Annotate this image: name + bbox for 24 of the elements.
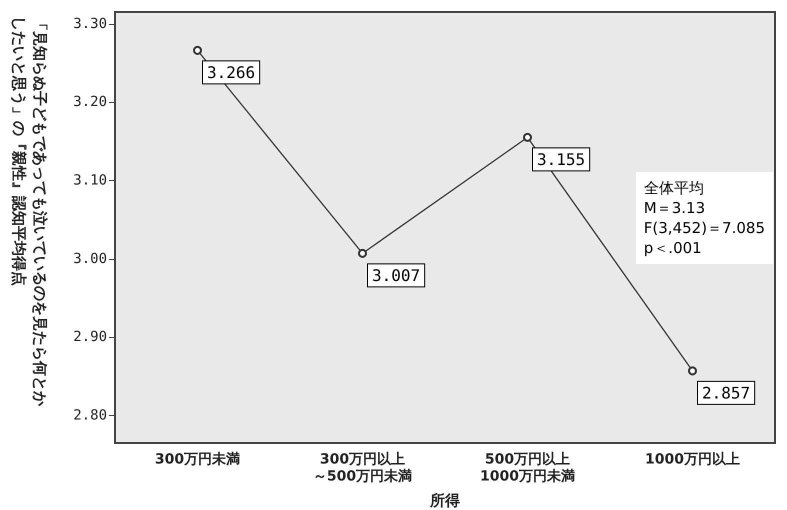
point [523,132,532,142]
y-tick-label: 3.00 [73,250,107,267]
annotation: 全体平均 [644,178,705,198]
annotation: F(3,452)＝7.085 [644,218,765,238]
x-tick-label: 300万円未満 [154,452,240,468]
x-tick-label: 500万円以上1000万円未満 [480,452,575,484]
data-label: 2.857 [702,383,750,402]
annotation: p＜.001 [644,238,703,258]
point [358,248,367,258]
annotation: M＝3.13 [644,198,706,218]
y-tick-label: 2.90 [73,329,107,346]
x-tick-label: 1000万円以上 [645,452,740,468]
y-tick-label: 3.20 [73,94,107,110]
point [193,46,202,55]
x-axis-title: 所得 [429,492,460,510]
point [688,366,697,376]
data-label: 3.155 [537,150,586,169]
data-label: 3.007 [372,266,420,285]
y-tick-label: 3.30 [73,16,107,32]
x-tick-label: 300万円以上～500万円未満 [312,452,412,484]
y-tick-label: 3.10 [73,172,107,188]
y-axis-title: 「見知らぬ子どもであっても泣いているのを見たら何とかしたいと思う」の『親性』認知平均得点 [9,16,50,408]
data-label: 3.266 [207,62,256,82]
y-tick-label: 2.80 [73,408,107,424]
